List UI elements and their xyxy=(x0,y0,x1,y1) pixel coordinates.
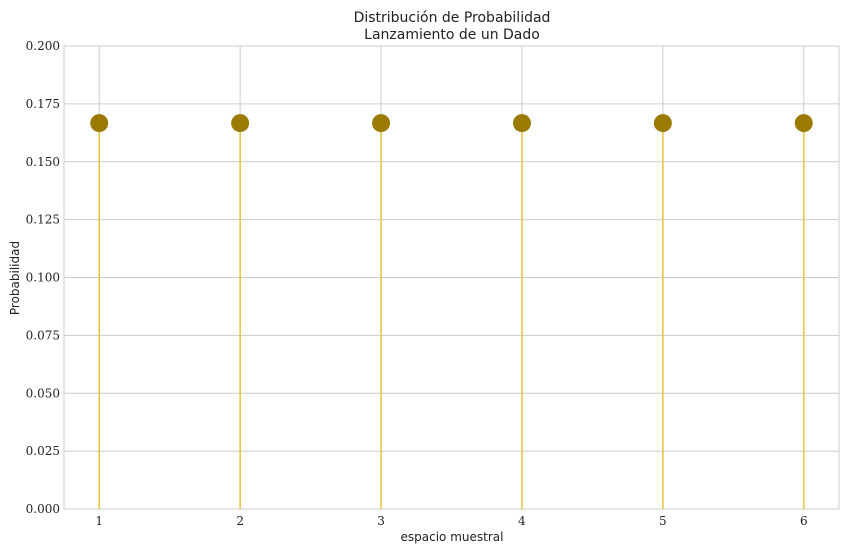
stem-marker xyxy=(512,114,531,133)
x-tick-label: 2 xyxy=(236,514,244,528)
x-tick-labels: 1 2 3 4 5 6 xyxy=(95,514,807,528)
chart-subtitle: Lanzamiento de un Dado xyxy=(364,27,540,43)
stem-marker xyxy=(90,114,109,133)
x-axis-label: espacio muestral xyxy=(401,530,504,544)
y-tick-label: 0.050 xyxy=(26,386,60,400)
stem-marker xyxy=(794,114,813,133)
stem-marker xyxy=(372,114,391,133)
x-tick-label: 3 xyxy=(377,514,385,528)
y-tick-label: 0.175 xyxy=(26,97,60,111)
x-tick-label: 6 xyxy=(800,514,808,528)
y-tick-label: 0.100 xyxy=(26,271,60,285)
plot-frame xyxy=(63,45,840,510)
y-tick-label: 0.125 xyxy=(26,213,60,227)
y-tick-label: 0.200 xyxy=(26,39,60,53)
y-tick-labels: 0.000 0.025 0.050 0.075 0.100 0.125 0.150 0.175… xyxy=(26,39,60,516)
chart-title: Distribución de Probabilidad xyxy=(354,10,551,26)
grid xyxy=(64,45,839,510)
x-tick-label: 5 xyxy=(659,514,667,528)
y-tick-label: 0.000 xyxy=(26,502,60,516)
stems xyxy=(98,123,805,509)
x-tick-label: 4 xyxy=(518,514,526,528)
y-tick-label: 0.025 xyxy=(26,444,60,458)
markers xyxy=(90,114,813,133)
stem-marker xyxy=(231,114,250,133)
stem-marker xyxy=(653,114,672,133)
x-tick-label: 1 xyxy=(95,514,103,528)
y-axis-label: Probabilidad xyxy=(8,241,22,315)
y-tick-label: 0.075 xyxy=(26,328,60,342)
y-tick-label: 0.150 xyxy=(26,155,60,169)
